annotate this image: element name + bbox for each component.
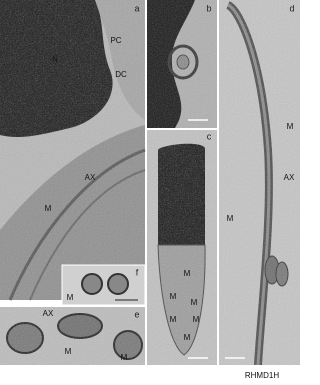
panel-letter: d [289,3,294,13]
panel-letter: f [136,267,139,277]
structure-label: M [65,347,72,356]
structure-label: PC [110,36,121,45]
panel-f-image [61,264,146,306]
structure-label: M [184,333,191,342]
structure-label: M [121,353,128,362]
footer-band [0,365,300,385]
structure-label: DC [115,70,127,79]
panel-e-image [0,307,145,365]
structure-label: M [67,293,74,302]
structure-label: M [191,298,198,307]
structure-label: M [227,214,234,223]
panel-letter: a [134,3,139,13]
structure-label: M [193,315,200,324]
structure-label: M [184,269,191,278]
structure-label: M [170,292,177,301]
panel-letter: c [207,131,212,141]
panel-a-image [0,0,146,301]
panel-b-image [147,0,217,128]
structure-label: AX [85,173,96,182]
structure-label: M [287,122,294,131]
panel-d-image [219,0,300,366]
structure-label: AX [284,173,295,182]
structure-label: M [170,315,177,324]
structure-label: N [52,55,58,64]
panel-c-image [147,130,217,365]
watermark: RHMD1H [245,371,279,380]
panel-letter: b [206,3,211,13]
panel-letter: e [134,309,139,319]
structure-label: AX [43,309,54,318]
structure-label: M [45,204,52,213]
